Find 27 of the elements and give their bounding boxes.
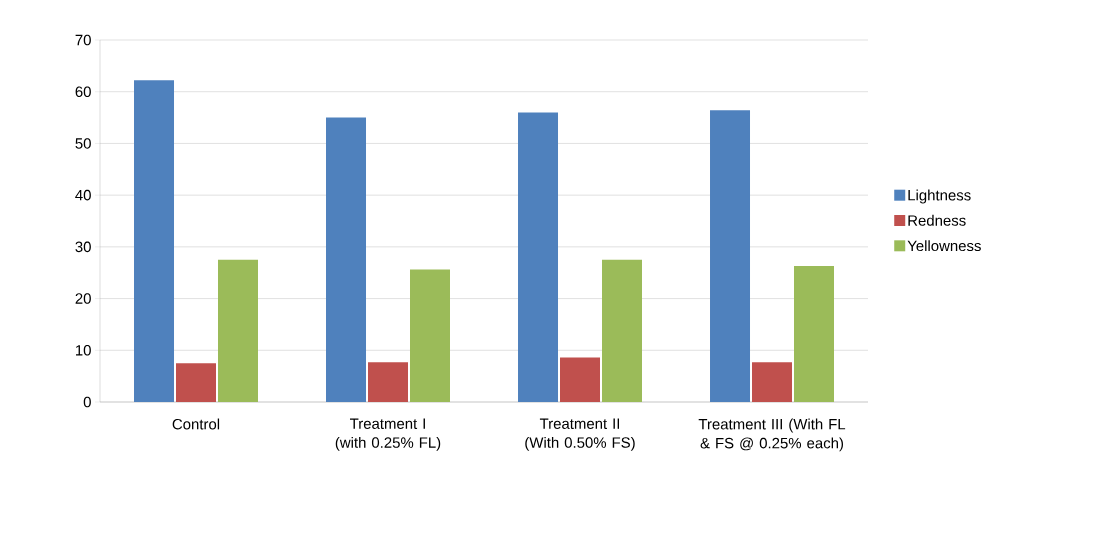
x-tick-label: Control — [172, 418, 220, 430]
bar — [710, 110, 751, 402]
bar — [410, 269, 450, 402]
y-tick-label: 70 — [75, 34, 91, 46]
bar — [134, 80, 175, 402]
y-tick-label: 50 — [75, 138, 91, 149]
x-tick-label: Treatment III (With FL & FS @ 0.25% each) — [698, 418, 846, 452]
legend-label: Redness — [908, 214, 966, 226]
bar — [176, 363, 216, 402]
bar — [368, 362, 408, 402]
x-tick-label: Treatment II (With 0.50% FS) — [525, 418, 635, 451]
bar — [326, 117, 367, 402]
x-tick-label: Treatment I (with 0.25% FL) — [335, 418, 441, 451]
y-tick-label: 20 — [75, 293, 91, 304]
bar — [518, 112, 559, 402]
bar — [602, 259, 642, 402]
y-tick-label: 30 — [75, 241, 91, 253]
bar — [560, 357, 600, 402]
y-tick-label: 60 — [75, 86, 91, 97]
y-tick-label: 10 — [76, 344, 91, 356]
legend-label: Lightness — [908, 189, 971, 204]
bar — [794, 265, 834, 402]
y-tick-label: 0 — [83, 396, 91, 408]
y-tick-label: 40 — [75, 189, 91, 201]
bar — [752, 362, 792, 402]
legend-label: Yellowness — [907, 240, 981, 252]
bar — [218, 259, 258, 402]
